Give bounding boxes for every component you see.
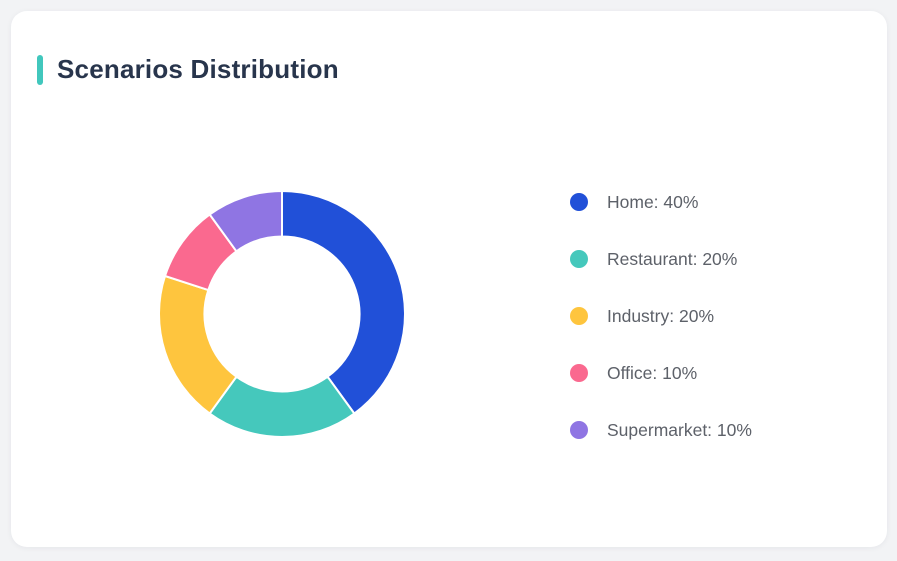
chart-legend: Home: 40% Restaurant: 20% Industry: 20% Off… [570, 191, 752, 478]
legend-item-office[interactable]: Office: 10% [570, 362, 752, 383]
donut-segment-restaurant[interactable] [208, 375, 356, 438]
legend-dot-industry [570, 307, 588, 325]
donut-segment-supermarket[interactable] [208, 189, 283, 253]
legend-label: Office: 10% [607, 362, 698, 383]
legend-label: Restaurant: 20% [607, 248, 738, 269]
scenarios-distribution-card: Scenarios Distribution Home: 40% Restaura… [11, 11, 887, 547]
card-title: Scenarios Distribution [57, 54, 339, 84]
legend-item-home[interactable]: Home: 40% [570, 191, 752, 212]
legend-dot-supermarket [570, 421, 588, 439]
legend-item-restaurant[interactable]: Restaurant: 20% [570, 248, 752, 269]
legend-label: Home: 40% [607, 191, 699, 212]
card-header: Scenarios Distribution [37, 54, 339, 85]
legend-dot-restaurant [570, 250, 588, 268]
legend-item-industry[interactable]: Industry: 20% [570, 305, 752, 326]
legend-label: Industry: 20% [607, 305, 714, 326]
donut-segment-home[interactable] [281, 189, 406, 415]
title-accent-bar [37, 54, 43, 85]
donut-segment-industry[interactable] [158, 274, 238, 415]
legend-label: Supermarket: 10% [607, 419, 752, 440]
legend-dot-office [570, 364, 588, 382]
legend-item-supermarket[interactable]: Supermarket: 10% [570, 419, 752, 440]
donut-chart[interactable] [152, 184, 412, 444]
legend-dot-home [570, 193, 588, 211]
